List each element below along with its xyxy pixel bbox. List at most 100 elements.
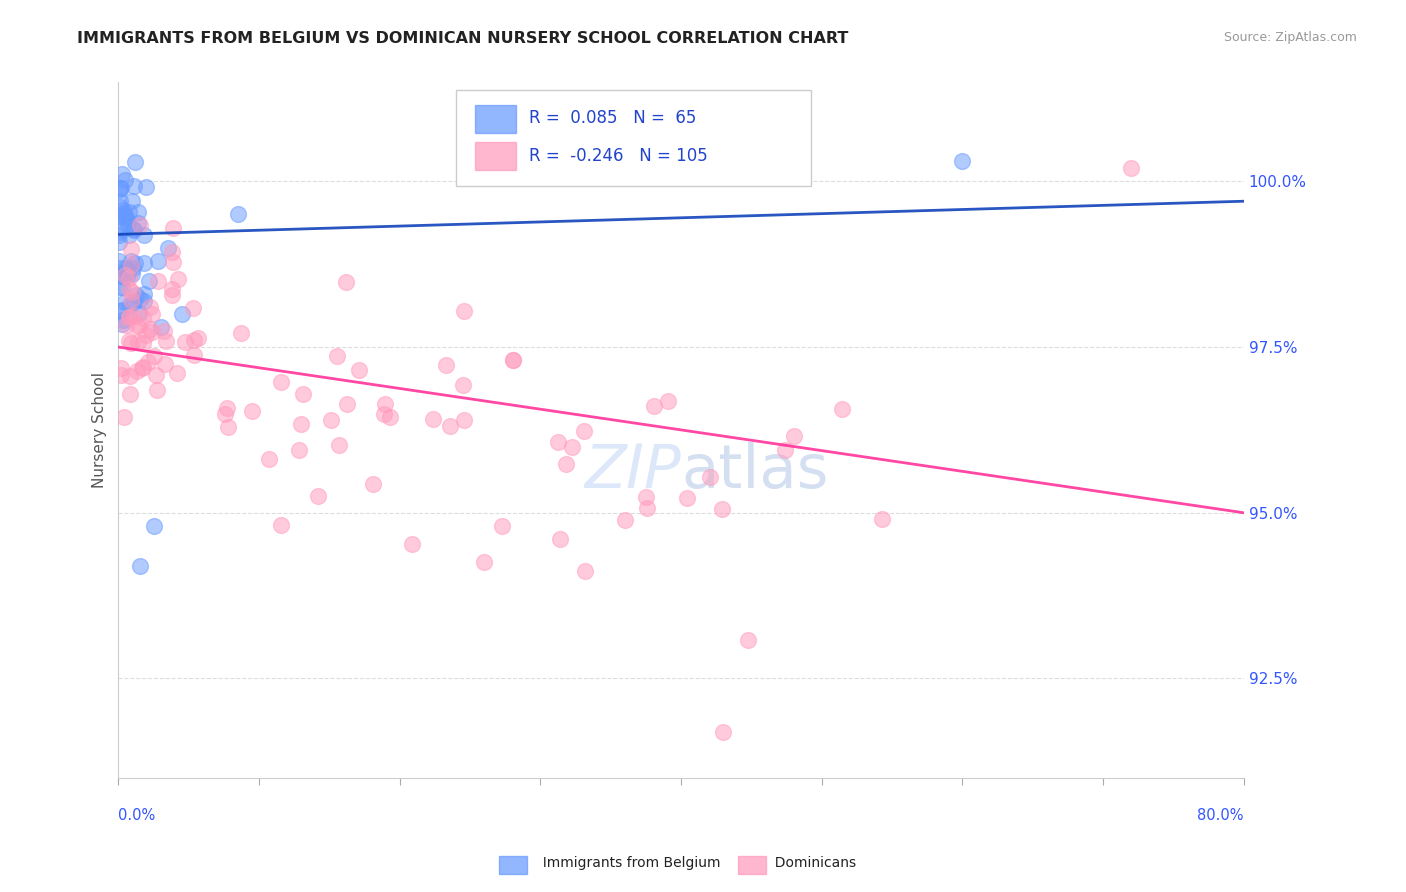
Point (110, 368, 132, 383)
Point (872, 512, 894, 526)
FancyBboxPatch shape (456, 90, 810, 186)
Point (118, 310, 141, 325)
Point (146, 253, 169, 268)
Point (149, 320, 172, 334)
Point (401, 537, 423, 551)
Text: R =  0.085   N =  65: R = 0.085 N = 65 (529, 109, 696, 127)
Text: ZIP: ZIP (585, 442, 681, 501)
Point (112, 269, 135, 284)
Point (132, 293, 155, 308)
Point (162, 254, 184, 268)
Point (114, 264, 136, 278)
Point (114, 173, 136, 187)
Point (108, 225, 131, 239)
Point (259, 452, 281, 467)
Point (122, 222, 145, 236)
Text: R =  -0.246   N = 105: R = -0.246 N = 105 (529, 147, 709, 165)
Point (153, 324, 176, 338)
Point (121, 268, 143, 282)
Y-axis label: Nursery School: Nursery School (93, 372, 107, 488)
Point (112, 313, 135, 327)
Point (270, 518, 292, 533)
Point (155, 334, 177, 349)
Point (307, 489, 329, 503)
Point (111, 318, 134, 332)
Point (132, 287, 155, 301)
Point (183, 348, 205, 362)
Point (502, 352, 524, 367)
Point (110, 180, 132, 194)
Point (148, 274, 170, 288)
Point (374, 397, 396, 411)
Point (773, 442, 796, 457)
Text: 0.0%: 0.0% (118, 808, 156, 823)
Point (240, 404, 263, 418)
Point (131, 335, 153, 350)
Point (108, 194, 131, 208)
Point (110, 209, 132, 223)
Point (112, 409, 135, 424)
Point (710, 502, 733, 516)
Point (112, 203, 135, 218)
Point (118, 282, 141, 296)
Point (127, 216, 149, 230)
Point (108, 235, 131, 249)
Point (125, 319, 148, 334)
Point (166, 366, 188, 380)
Point (114, 318, 136, 333)
Point (128, 306, 150, 320)
Point (111, 268, 134, 282)
Point (675, 491, 697, 505)
Point (108, 304, 131, 318)
Point (129, 218, 152, 232)
Point (288, 443, 311, 458)
Point (120, 298, 142, 312)
Point (111, 302, 134, 317)
Point (170, 307, 193, 321)
Point (160, 282, 183, 296)
Point (782, 429, 804, 443)
Point (361, 476, 384, 491)
Point (124, 155, 146, 169)
Bar (475, 143, 516, 170)
Point (122, 309, 145, 323)
Text: Source: ZipAtlas.com: Source: ZipAtlas.com (1223, 31, 1357, 45)
Point (128, 558, 150, 573)
Point (108, 280, 131, 294)
Point (166, 272, 188, 286)
Point (146, 383, 169, 397)
Point (108, 183, 131, 197)
Point (122, 294, 145, 309)
Point (453, 413, 475, 427)
Point (474, 555, 496, 569)
Point (699, 470, 721, 484)
Point (156, 241, 179, 255)
Point (135, 180, 157, 194)
Point (145, 368, 167, 382)
Text: Immigrants from Belgium: Immigrants from Belgium (534, 856, 721, 871)
Point (952, 154, 974, 169)
Point (120, 258, 142, 272)
Point (162, 221, 184, 235)
Point (108, 261, 131, 276)
Point (129, 292, 152, 306)
Point (120, 369, 142, 384)
Point (636, 501, 658, 516)
Point (112, 208, 135, 222)
Point (335, 275, 357, 289)
Point (131, 360, 153, 375)
Point (134, 256, 156, 270)
Point (290, 417, 312, 431)
Point (132, 310, 155, 325)
Point (574, 424, 596, 438)
Point (115, 261, 138, 276)
Point (270, 376, 292, 390)
Point (118, 310, 141, 325)
Point (117, 267, 139, 281)
Point (136, 354, 159, 368)
Point (111, 221, 134, 235)
Point (108, 200, 131, 214)
Point (108, 254, 131, 268)
Point (132, 359, 155, 374)
Point (141, 325, 163, 339)
